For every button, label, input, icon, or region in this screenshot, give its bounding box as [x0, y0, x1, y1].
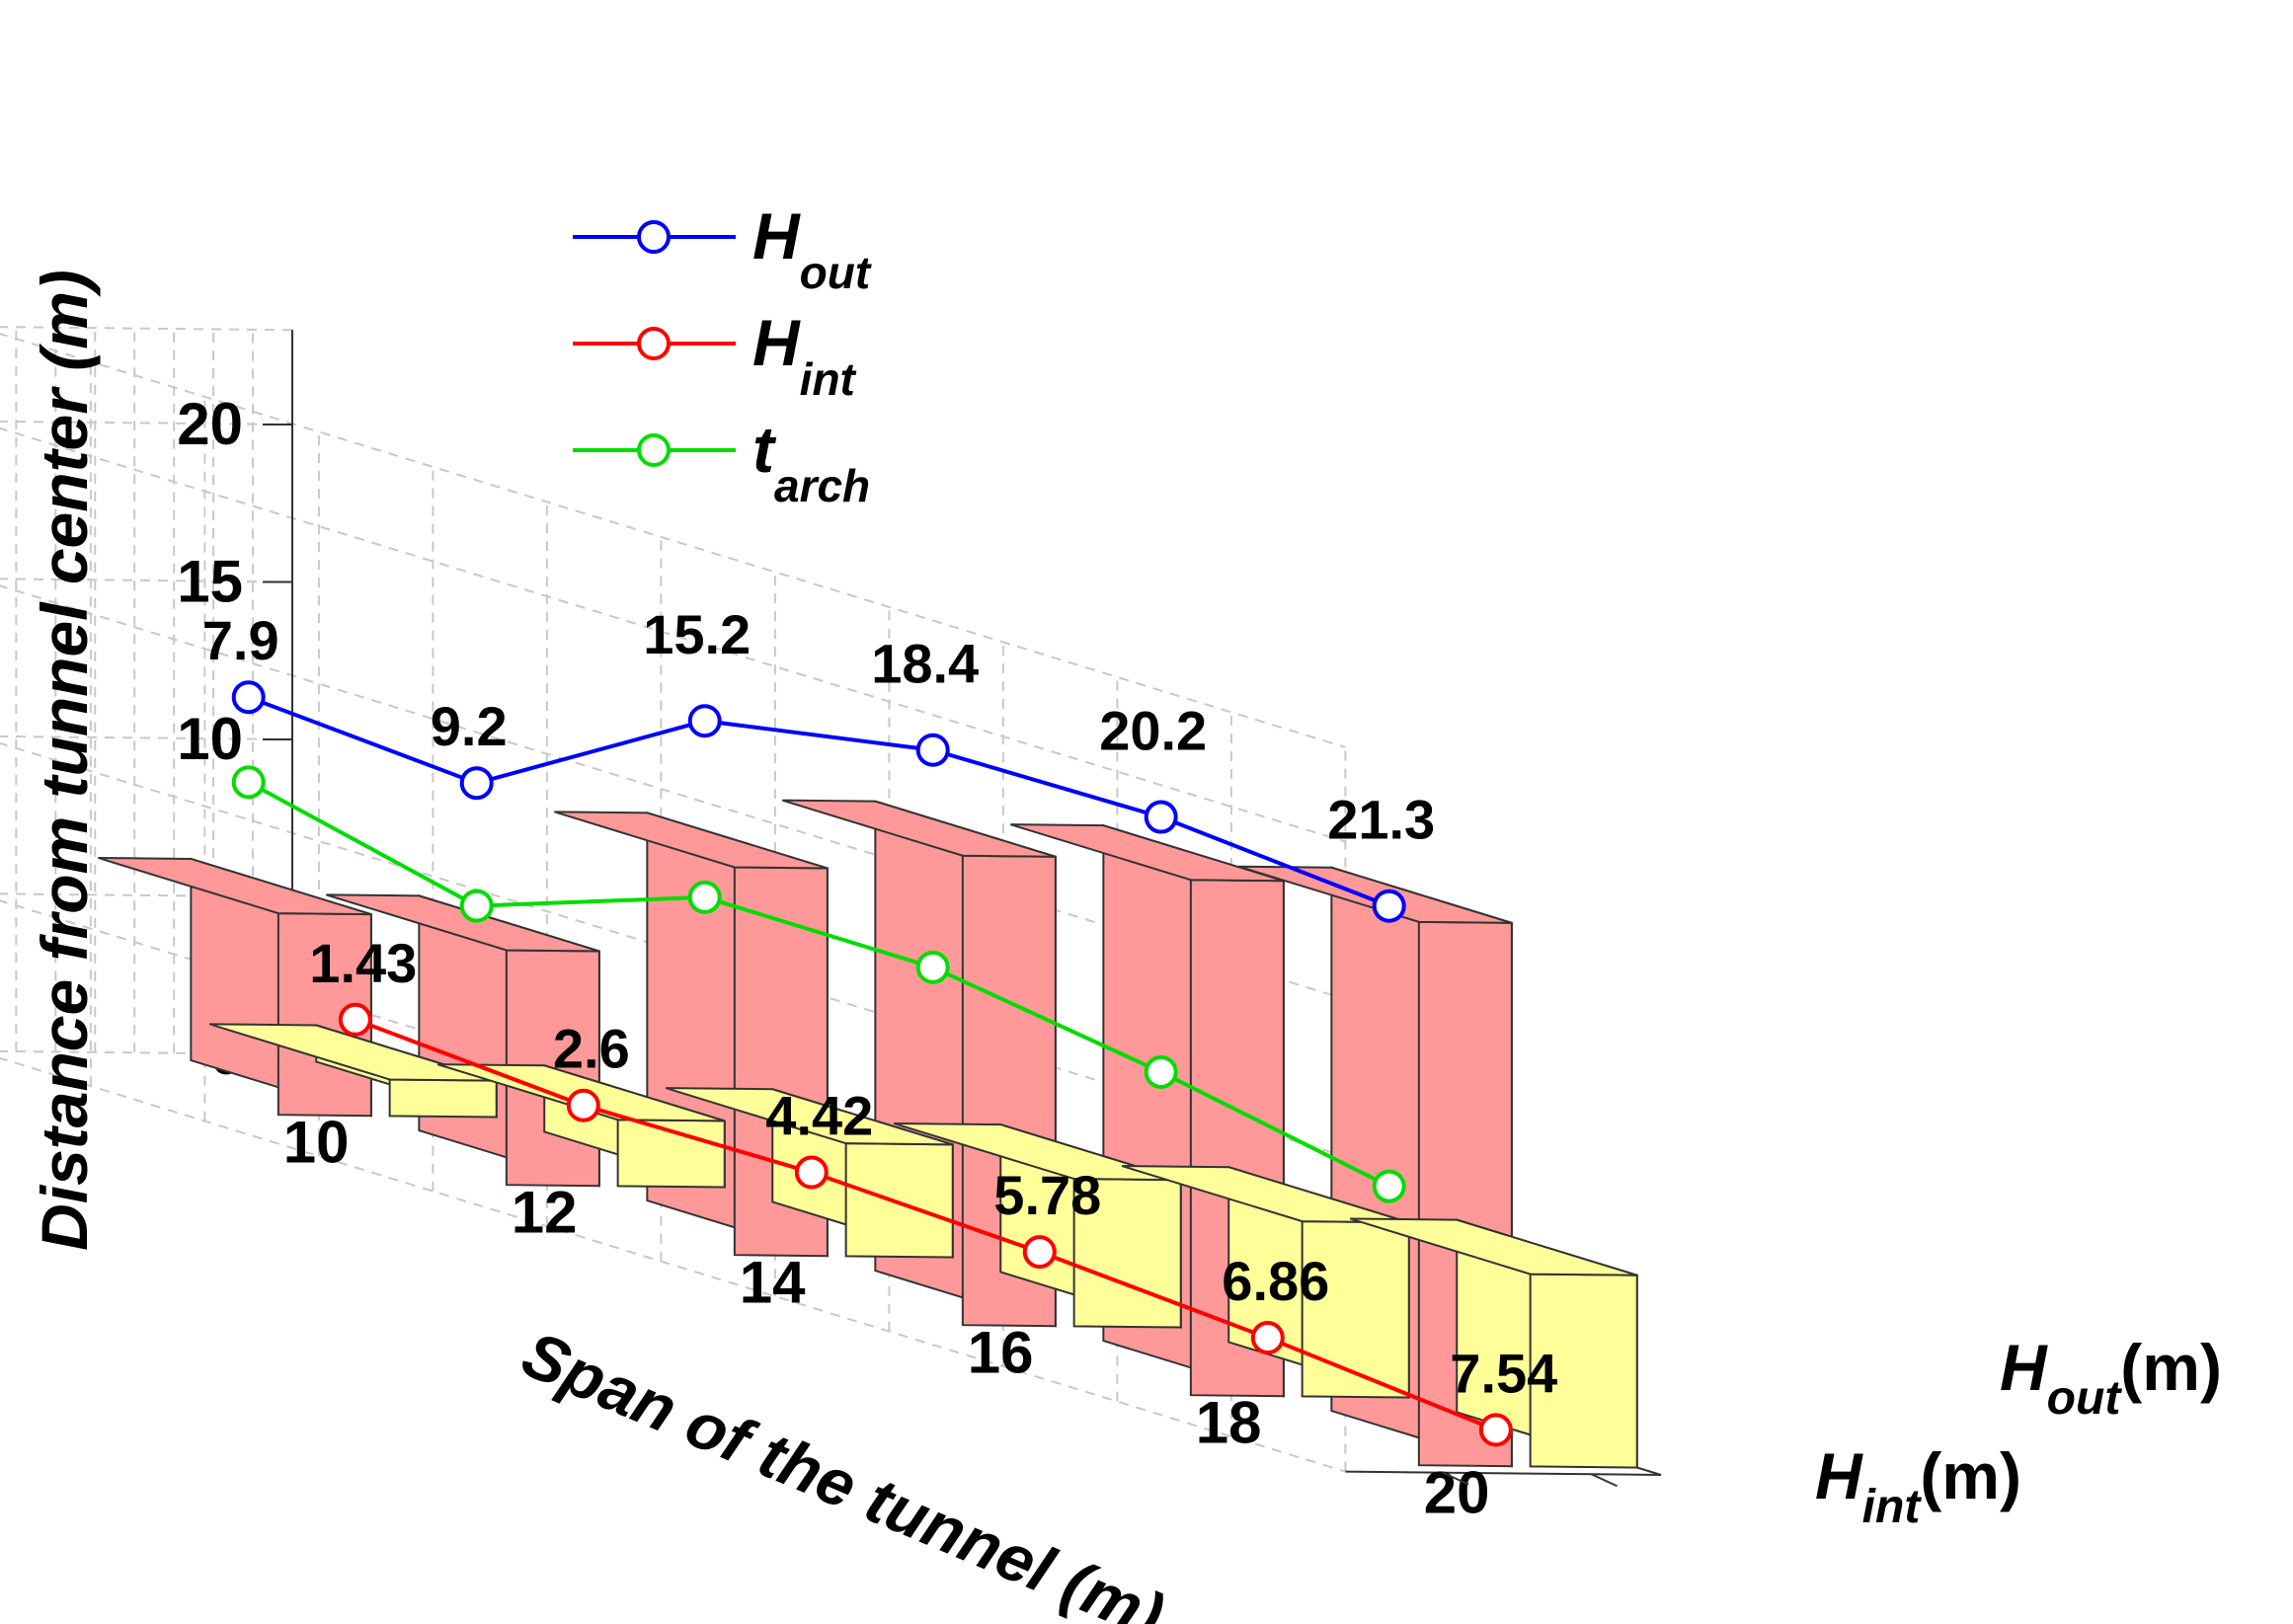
x-tick-label: 16 [968, 1320, 1034, 1386]
series-arch [231, 765, 1406, 1203]
data-label-int: 6.86 [1222, 1250, 1329, 1312]
series-marker-int [1250, 1321, 1285, 1355]
series-layer-front [338, 1002, 1513, 1447]
bar-top-face [1121, 1165, 1410, 1224]
data-label-int: 4.42 [765, 1085, 873, 1147]
bar-top-face [1238, 865, 1513, 924]
bar-H_int-5 [1349, 1217, 1638, 1469]
data-label-out: 20.2 [1099, 700, 1207, 762]
legend-item-arch: tarch [573, 413, 870, 511]
y-tick [1442, 1471, 1469, 1486]
bar-H_int-3 [893, 1121, 1182, 1329]
legend-label: Hout [752, 199, 872, 298]
y-tick [1591, 1473, 1618, 1488]
z-tick-label: 15 [177, 549, 243, 615]
z-tick-label: 20 [177, 391, 243, 457]
grid-line [0, 420, 1346, 843]
bar-top-face [665, 1087, 954, 1146]
x-tick-label: 10 [283, 1110, 350, 1176]
series-marker-out [459, 766, 494, 801]
z-tick-label: 10 [177, 706, 243, 772]
x-tick-label: 12 [512, 1180, 578, 1246]
series-marker-arch [459, 889, 494, 923]
series-marker-int [566, 1088, 600, 1122]
legend-marker [637, 220, 671, 254]
series-marker-out [687, 704, 722, 738]
series-marker-out [1372, 889, 1406, 923]
grid-line [0, 1049, 1346, 1473]
series-line-arch [247, 780, 1390, 1189]
series-marker-int [794, 1155, 829, 1190]
grid-line [0, 326, 1346, 748]
series-marker-out [1144, 800, 1178, 834]
bar-side-face [844, 1142, 954, 1259]
data-label-int: 2.6 [553, 1018, 630, 1080]
series-marker-out [915, 733, 950, 767]
data-label-out: 7.9 [202, 609, 279, 671]
bar-top-face [1010, 823, 1285, 883]
data-label-out: 18.4 [871, 633, 979, 695]
bar-top-face [326, 893, 600, 953]
depth-label-back: Hout(m) [2000, 1331, 2222, 1425]
bar-top-face [208, 1023, 498, 1082]
series-line-out [247, 695, 1390, 908]
bar-side-face [388, 1078, 498, 1119]
series-marker-int [1478, 1413, 1513, 1447]
series-marker-arch [687, 880, 722, 914]
data-label-int: 5.78 [993, 1164, 1101, 1226]
bar-H_int-2 [665, 1087, 954, 1259]
data-label-out: 21.3 [1327, 789, 1435, 851]
bar-top-face [554, 811, 829, 870]
x-axis-label: Span of the tunnel (m) [513, 1317, 1174, 1624]
series-marker-arch [1144, 1054, 1178, 1089]
bar-top-face [893, 1121, 1182, 1182]
z-axis-label: Distance from tunnel center (m) [28, 270, 101, 1251]
legend-item-out: Hout [573, 199, 872, 298]
legend-label: tarch [752, 413, 870, 511]
x-tick-label: 20 [1424, 1460, 1490, 1526]
series-marker-out [231, 680, 266, 715]
data-label-out: 15.2 [643, 603, 751, 665]
x-tick-label: 14 [740, 1250, 806, 1316]
labels-layer: 7.9 9.2 15.2 18.4 20.2 21.3 1.43 2.6 4.42 5.78 6.8… [202, 603, 1558, 1404]
depth-label-front: Hint(m) [1815, 1439, 2021, 1533]
series-line-int [355, 1017, 1497, 1432]
bar-top-face [782, 799, 1057, 858]
series-int [338, 1002, 1513, 1447]
series-marker-arch [915, 950, 950, 984]
series-marker-arch [1372, 1169, 1406, 1203]
series-marker-int [338, 1002, 372, 1037]
series-out [231, 680, 1406, 923]
bar-top-face [98, 856, 372, 916]
x-tick-label: 18 [1196, 1390, 1262, 1456]
series-marker-int [1022, 1235, 1057, 1270]
data-label-int: 7.54 [1450, 1342, 1557, 1404]
legend-marker [637, 433, 671, 467]
data-label-out: 9.2 [431, 695, 508, 757]
legend-item-int: Hint [573, 306, 857, 405]
series-marker-arch [231, 765, 266, 800]
data-label-int: 1.43 [309, 932, 417, 994]
series-layer-back [231, 680, 1406, 1203]
legend-label: Hint [752, 306, 857, 405]
legend-marker [637, 327, 671, 360]
bar-top-face [1349, 1217, 1638, 1276]
